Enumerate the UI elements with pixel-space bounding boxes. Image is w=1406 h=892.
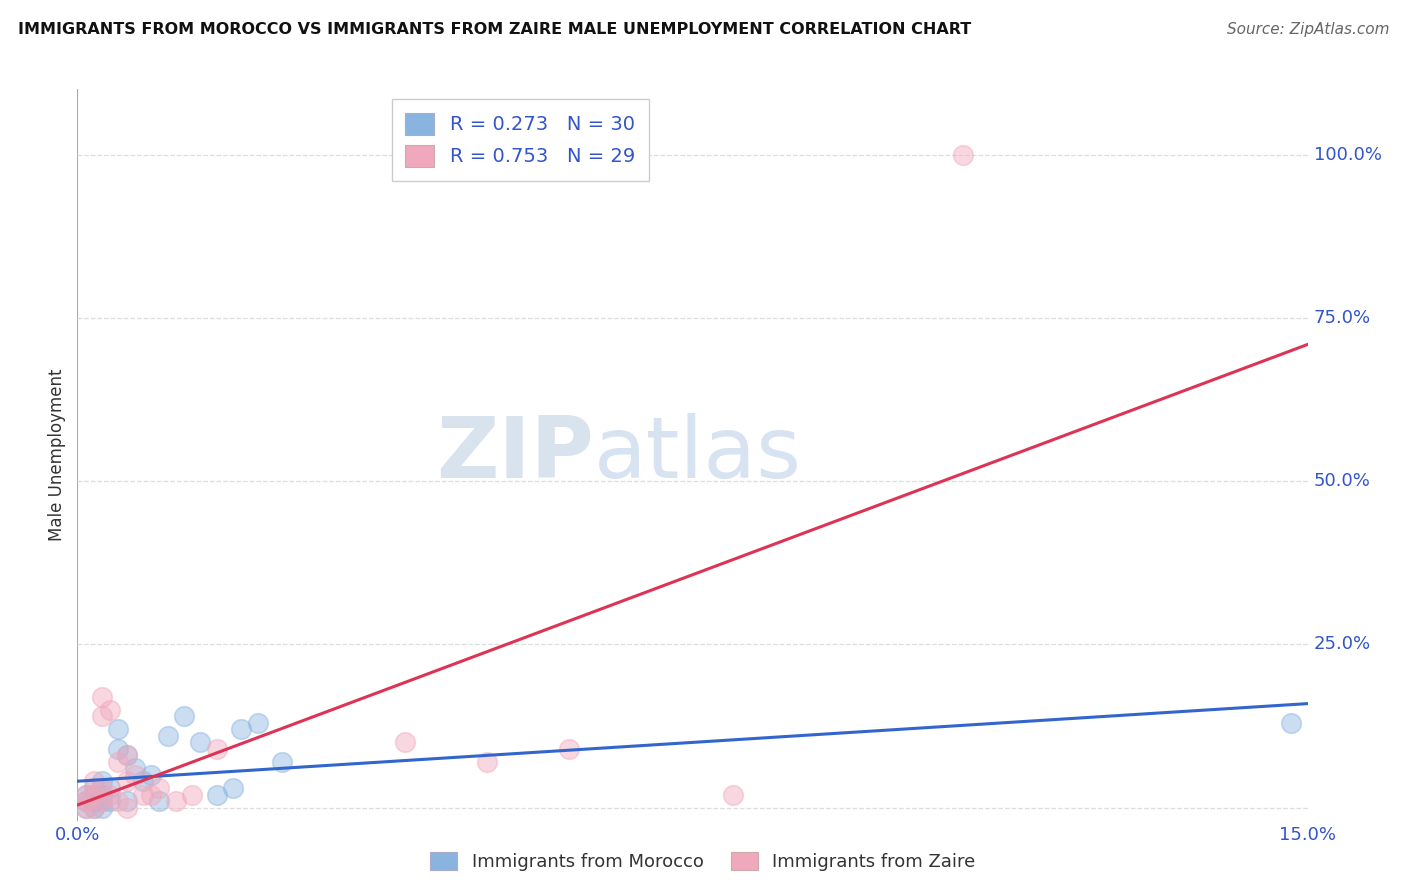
Point — [90, 709, 114, 723]
Point — [107, 741, 129, 756]
Point — [148, 794, 170, 808]
Point — [477, 755, 499, 769]
Text: 25.0%: 25.0% — [1313, 635, 1371, 653]
Point — [98, 794, 121, 808]
Point — [188, 735, 212, 749]
Point — [115, 748, 138, 763]
Point — [231, 723, 253, 737]
Point — [271, 755, 294, 769]
Point — [83, 788, 105, 802]
Point — [75, 788, 97, 802]
Point — [115, 794, 138, 808]
Point — [181, 788, 204, 802]
Point — [148, 780, 170, 795]
Point — [90, 794, 114, 808]
Point — [98, 780, 121, 795]
Point — [1279, 715, 1302, 730]
Point — [83, 780, 105, 795]
Point — [205, 741, 228, 756]
Point — [115, 774, 138, 789]
Legend: Immigrants from Morocco, Immigrants from Zaire: Immigrants from Morocco, Immigrants from… — [423, 845, 983, 879]
Point — [141, 788, 163, 802]
Point — [132, 774, 155, 789]
Point — [98, 703, 121, 717]
Point — [132, 788, 155, 802]
Text: atlas: atlas — [595, 413, 801, 497]
Point — [394, 735, 416, 749]
Legend: R = 0.273   N = 30, R = 0.753   N = 29: R = 0.273 N = 30, R = 0.753 N = 29 — [392, 99, 648, 181]
Point — [165, 794, 187, 808]
Point — [83, 800, 105, 814]
Text: IMMIGRANTS FROM MOROCCO VS IMMIGRANTS FROM ZAIRE MALE UNEMPLOYMENT CORRELATION C: IMMIGRANTS FROM MOROCCO VS IMMIGRANTS FR… — [18, 22, 972, 37]
Point — [246, 715, 269, 730]
Text: 50.0%: 50.0% — [1313, 472, 1371, 490]
Y-axis label: Male Unemployment: Male Unemployment — [48, 368, 66, 541]
Point — [75, 800, 97, 814]
Point — [83, 774, 105, 789]
Point — [141, 768, 163, 782]
Point — [90, 774, 114, 789]
Point — [75, 794, 97, 808]
Text: Source: ZipAtlas.com: Source: ZipAtlas.com — [1226, 22, 1389, 37]
Point — [75, 800, 97, 814]
Point — [952, 147, 974, 161]
Point — [156, 729, 179, 743]
Point — [222, 780, 245, 795]
Point — [115, 748, 138, 763]
Point — [124, 768, 146, 782]
Point — [205, 788, 228, 802]
Point — [83, 794, 105, 808]
Point — [115, 800, 138, 814]
Point — [107, 794, 129, 808]
Point — [107, 723, 129, 737]
Text: 100.0%: 100.0% — [1313, 145, 1382, 163]
Point — [723, 788, 745, 802]
Point — [75, 794, 97, 808]
Point — [90, 800, 114, 814]
Point — [173, 709, 195, 723]
Point — [83, 800, 105, 814]
Point — [124, 761, 146, 775]
Text: ZIP: ZIP — [436, 413, 595, 497]
Point — [90, 780, 114, 795]
Point — [90, 788, 114, 802]
Point — [90, 794, 114, 808]
Point — [107, 755, 129, 769]
Point — [558, 741, 581, 756]
Point — [83, 788, 105, 802]
Point — [90, 690, 114, 704]
Point — [75, 788, 97, 802]
Text: 75.0%: 75.0% — [1313, 309, 1371, 326]
Point — [98, 788, 121, 802]
